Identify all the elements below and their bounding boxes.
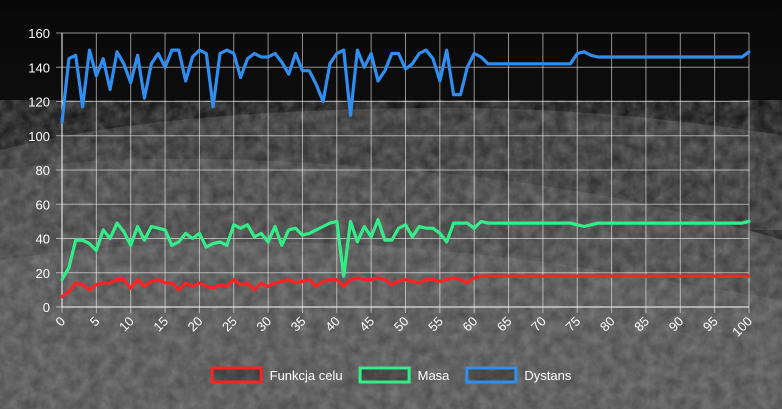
x-tick-label: 15 xyxy=(150,314,171,335)
y-axis: 0 20 40 60 80 100 120 140 160 xyxy=(28,26,50,315)
y-tick-label: 80 xyxy=(36,163,50,178)
x-tick-label: 65 xyxy=(494,314,515,335)
x-tick-label: 40 xyxy=(322,314,343,335)
y-tick-label: 40 xyxy=(36,232,50,247)
series-lines xyxy=(60,48,751,299)
y-tick-label: 140 xyxy=(28,60,50,75)
x-axis: 0 5 10 15 20 25 30 35 40 45 50 55 60 65 70 75 80 85 90 95 10… xyxy=(52,314,755,340)
x-tick-label: 30 xyxy=(253,314,274,335)
y-tick-label: 60 xyxy=(36,197,50,212)
y-tick-label: 120 xyxy=(28,95,50,110)
series-line-dystans xyxy=(60,48,751,124)
legend-swatch xyxy=(210,366,263,384)
legend-label: Dystans xyxy=(524,368,571,383)
x-tick-label: 100 xyxy=(729,314,755,340)
x-tick-label: 50 xyxy=(391,314,412,335)
legend-label: Funkcja celu xyxy=(270,368,343,383)
x-tick-label: 90 xyxy=(666,314,687,335)
x-tick-label: 60 xyxy=(459,314,480,335)
x-tick-label: 25 xyxy=(219,314,240,335)
legend-item-masa[interactable]: Masa xyxy=(358,366,451,384)
x-tick-label: 0 xyxy=(52,314,68,330)
grid-lines xyxy=(56,32,750,313)
legend-item-funkcja-celu[interactable]: Funkcja celu xyxy=(210,366,343,384)
legend[interactable]: Funkcja celu Masa Dystans xyxy=(210,366,572,384)
x-tick-label: 35 xyxy=(288,314,309,335)
x-tick-label: 10 xyxy=(116,314,137,335)
x-tick-label: 95 xyxy=(700,314,721,335)
series-line-masa xyxy=(60,218,751,282)
y-tick-label: 160 xyxy=(28,26,50,41)
x-tick-label: 45 xyxy=(356,314,377,335)
legend-swatch xyxy=(358,366,411,384)
x-tick-label: 80 xyxy=(597,314,618,335)
legend-item-dystans[interactable]: Dystans xyxy=(465,366,572,384)
legend-label: Masa xyxy=(418,368,451,383)
x-tick-label: 55 xyxy=(425,314,446,335)
y-tick-label: 0 xyxy=(43,300,50,315)
x-tick-label: 75 xyxy=(563,314,584,335)
x-tick-label: 5 xyxy=(87,314,103,330)
y-tick-label: 20 xyxy=(36,266,50,281)
y-tick-label: 100 xyxy=(28,129,50,144)
legend-swatch xyxy=(465,366,518,384)
x-tick-label: 70 xyxy=(528,314,549,335)
x-tick-label: 85 xyxy=(631,314,652,335)
x-tick-label: 20 xyxy=(185,314,206,335)
series-line-funkcja-celu xyxy=(60,274,751,299)
